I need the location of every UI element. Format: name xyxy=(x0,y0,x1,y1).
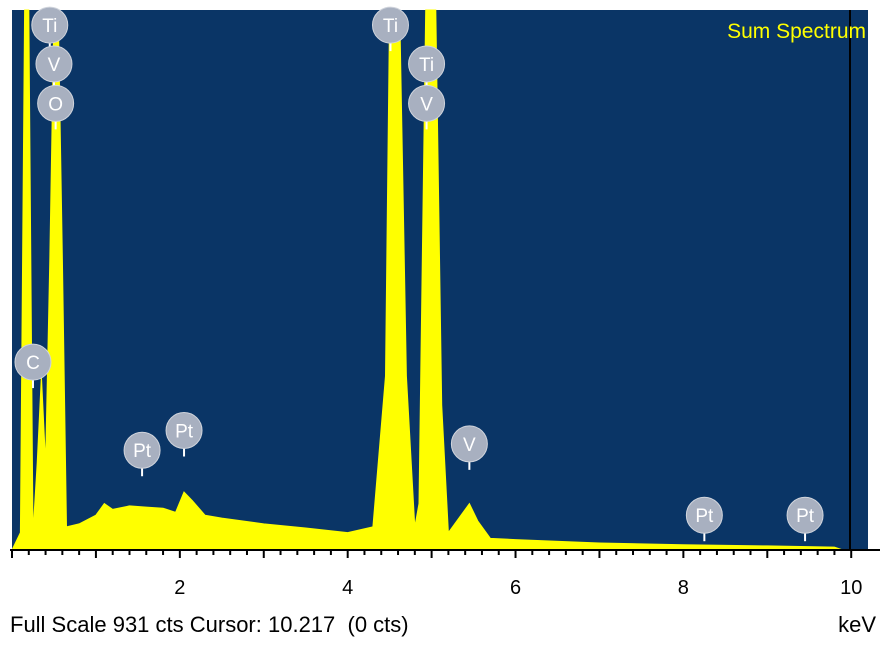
status-readout: Full Scale 931 cts Cursor: 10.217 (0 cts… xyxy=(10,612,409,637)
peak-label-o[interactable]: O xyxy=(37,84,75,130)
peak-label-text: Pt xyxy=(133,441,152,462)
peak-label-text: V xyxy=(420,94,433,115)
peak-label-circle xyxy=(37,84,75,122)
peak-label-circle xyxy=(31,6,69,44)
peak-label-circle xyxy=(123,431,161,469)
peak-label-pt[interactable]: Pt xyxy=(123,431,161,477)
x-tick-label: 8 xyxy=(678,577,689,599)
peak-label-v[interactable]: V xyxy=(450,425,488,470)
axis-unit-label: keV xyxy=(838,612,876,637)
peak-label-circle xyxy=(786,496,824,534)
peak-label-text: O xyxy=(48,94,63,115)
peak-label-pt[interactable]: Pt xyxy=(685,496,723,542)
peak-label-text: Ti xyxy=(383,16,398,37)
peak-label-circle xyxy=(35,45,73,83)
peak-label-ti[interactable]: Ti xyxy=(371,6,409,52)
peak-label-circle xyxy=(14,343,52,381)
peak-label-c[interactable]: C xyxy=(14,343,52,389)
peak-label-pt[interactable]: Pt xyxy=(165,412,203,457)
peak-label-text: Pt xyxy=(175,422,194,443)
peak-label-circle xyxy=(408,45,446,83)
peak-label-text: Pt xyxy=(695,506,714,527)
x-tick-label: 4 xyxy=(342,577,353,599)
spectrum-area xyxy=(11,9,843,551)
x-tick-label: 6 xyxy=(510,577,521,599)
peak-label-circle xyxy=(450,425,488,463)
peak-label-v[interactable]: V xyxy=(35,45,73,90)
peak-label-text: V xyxy=(48,55,61,76)
peak-label-text: Pt xyxy=(796,506,815,527)
peak-label-circle xyxy=(371,6,409,44)
peak-label-text: Ti xyxy=(419,55,434,76)
peak-label-circle xyxy=(165,412,203,450)
peak-label-pt[interactable]: Pt xyxy=(786,496,824,542)
peak-label-circle xyxy=(408,84,446,122)
x-tick-label: 2 xyxy=(174,577,185,599)
chart-title: Sum Spectrum xyxy=(727,20,866,43)
peak-label-v[interactable]: V xyxy=(408,84,446,130)
peak-label-text: C xyxy=(26,353,40,374)
peak-label-text: Ti xyxy=(42,16,57,37)
peak-label-circle xyxy=(685,496,723,534)
x-tick-label: 10 xyxy=(840,577,862,599)
peak-label-ti[interactable]: Ti xyxy=(31,6,69,52)
peak-label-text: V xyxy=(463,435,476,456)
